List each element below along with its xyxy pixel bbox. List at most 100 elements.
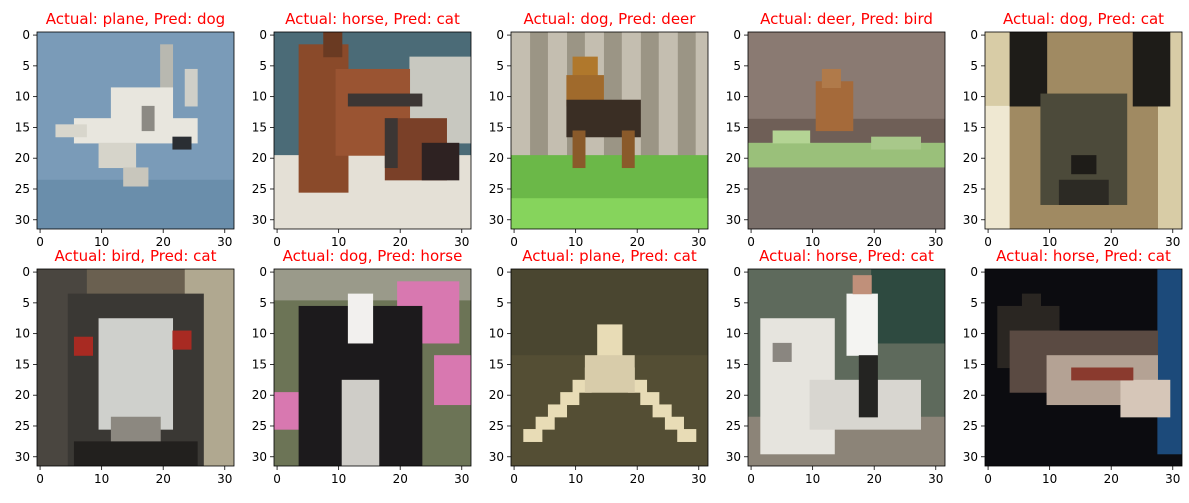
cifar-image-dog	[511, 32, 708, 229]
y-tick-label: 10	[726, 90, 741, 104]
subplot-10: Actual: horse, Pred: cat 0 10 20 30 0 5 10 15 20 2…	[963, 247, 1183, 486]
subplot-3: Actual: dog, Pred: deer 0 10 20 30 0 5 10 15 20 25…	[489, 10, 709, 249]
cifar-image-deer	[748, 32, 945, 229]
x-tick-label: 30	[217, 472, 232, 486]
y-tick-label: 15	[726, 120, 741, 134]
x-tick-label: 10	[1042, 235, 1057, 249]
x-tick-label: 20	[1104, 235, 1119, 249]
y-tick-label: 0	[22, 265, 30, 279]
y-tick-label: 25	[252, 419, 267, 433]
y-tick-label: 20	[963, 151, 978, 165]
y-tick-label: 0	[970, 265, 978, 279]
subplot-7: Actual: dog, Pred: horse 0 10 20 30 0 5 10 15 20 2…	[252, 247, 472, 486]
y-tick-label: 30	[252, 450, 267, 464]
axes-frame	[510, 31, 709, 230]
y-tick-label: 10	[252, 327, 267, 341]
x-tick-label: 30	[691, 235, 706, 249]
x-tick-label: 20	[867, 235, 882, 249]
y-tick-label: 30	[489, 213, 504, 227]
y-tick-label: 30	[15, 450, 30, 464]
subplot-title: Actual: plane, Pred: dog	[46, 10, 225, 28]
y-tick-label: 0	[733, 265, 741, 279]
y-tick-label: 30	[963, 450, 978, 464]
x-tick-label: 10	[805, 235, 820, 249]
y-tick-label: 20	[252, 388, 267, 402]
x-tick-label: 0	[510, 235, 518, 249]
y-tick-label: 10	[489, 327, 504, 341]
x-tick-label: 10	[805, 472, 820, 486]
x-tick-label: 10	[331, 235, 346, 249]
y-tick-label: 15	[489, 120, 504, 134]
x-tick-label: 30	[454, 235, 469, 249]
y-tick-label: 0	[22, 28, 30, 42]
y-tick-label: 25	[489, 182, 504, 196]
cifar-image-plane	[37, 32, 234, 229]
subplot-4: Actual: deer, Pred: bird 0 10 20 30 0 5 10 15 20 2…	[726, 10, 946, 249]
y-tick-label: 25	[15, 182, 30, 196]
x-tick-label: 10	[94, 472, 109, 486]
subplot-5: Actual: dog, Pred: cat 0 10 20 30 0 5 10 15 20 25 3…	[963, 10, 1183, 249]
x-tick-label: 30	[217, 235, 232, 249]
subplot-title: Actual: plane, Pred: cat	[522, 247, 697, 265]
y-tick-label: 15	[15, 120, 30, 134]
y-tick-label: 10	[963, 90, 978, 104]
subplot-title: Actual: dog, Pred: horse	[283, 247, 463, 265]
y-tick-label: 20	[15, 388, 30, 402]
y-tick-label: 10	[252, 90, 267, 104]
y-tick-label: 20	[963, 388, 978, 402]
cifar-image-dog	[985, 32, 1182, 229]
cifar-image-horse	[985, 269, 1182, 466]
x-tick-label: 0	[984, 472, 992, 486]
y-tick-label: 15	[963, 357, 978, 371]
axes-frame	[984, 31, 1183, 230]
x-tick-label: 20	[1104, 472, 1119, 486]
y-tick-label: 5	[733, 296, 741, 310]
y-tick-label: 25	[963, 182, 978, 196]
x-tick-label: 0	[36, 235, 44, 249]
subplot-title: Actual: bird, Pred: cat	[55, 247, 217, 265]
subplot-1: Actual: plane, Pred: dog 0 10 20 30 0 5 10 15 20 2…	[15, 10, 235, 249]
cifar-image-bird	[37, 269, 234, 466]
subplot-title: Actual: dog, Pred: deer	[524, 10, 697, 28]
x-tick-label: 10	[94, 235, 109, 249]
x-tick-label: 20	[393, 235, 408, 249]
y-tick-label: 0	[496, 265, 504, 279]
y-tick-label: 10	[15, 327, 30, 341]
y-tick-label: 15	[252, 120, 267, 134]
x-tick-label: 20	[630, 472, 645, 486]
x-tick-label: 10	[1042, 472, 1057, 486]
y-tick-label: 5	[970, 59, 978, 73]
y-tick-label: 30	[963, 213, 978, 227]
y-tick-label: 25	[15, 419, 30, 433]
x-tick-label: 0	[36, 472, 44, 486]
x-tick-label: 30	[1165, 235, 1180, 249]
y-tick-label: 0	[259, 265, 267, 279]
y-tick-label: 5	[259, 59, 267, 73]
x-tick-label: 30	[1165, 472, 1180, 486]
subplot-title: Actual: horse, Pred: cat	[996, 247, 1171, 265]
y-tick-label: 15	[489, 357, 504, 371]
axes-frame	[36, 268, 235, 467]
y-tick-label: 5	[733, 59, 741, 73]
y-tick-label: 25	[726, 182, 741, 196]
y-tick-label: 5	[22, 296, 30, 310]
x-tick-label: 0	[510, 472, 518, 486]
y-tick-label: 10	[15, 90, 30, 104]
x-tick-label: 0	[273, 472, 281, 486]
y-tick-label: 20	[489, 151, 504, 165]
y-tick-label: 25	[726, 419, 741, 433]
y-tick-label: 30	[726, 450, 741, 464]
x-tick-label: 10	[568, 235, 583, 249]
y-tick-label: 5	[970, 296, 978, 310]
y-tick-label: 20	[726, 151, 741, 165]
x-tick-label: 30	[691, 472, 706, 486]
x-tick-label: 20	[630, 235, 645, 249]
y-tick-label: 30	[252, 213, 267, 227]
x-tick-label: 10	[331, 472, 346, 486]
x-tick-label: 20	[156, 235, 171, 249]
subplot-title: Actual: deer, Pred: bird	[760, 10, 933, 28]
y-tick-label: 15	[963, 120, 978, 134]
subplot-2: Actual: horse, Pred: cat 0 10 20 30 0 5 10 15 20 2…	[252, 10, 472, 249]
y-tick-label: 30	[726, 213, 741, 227]
